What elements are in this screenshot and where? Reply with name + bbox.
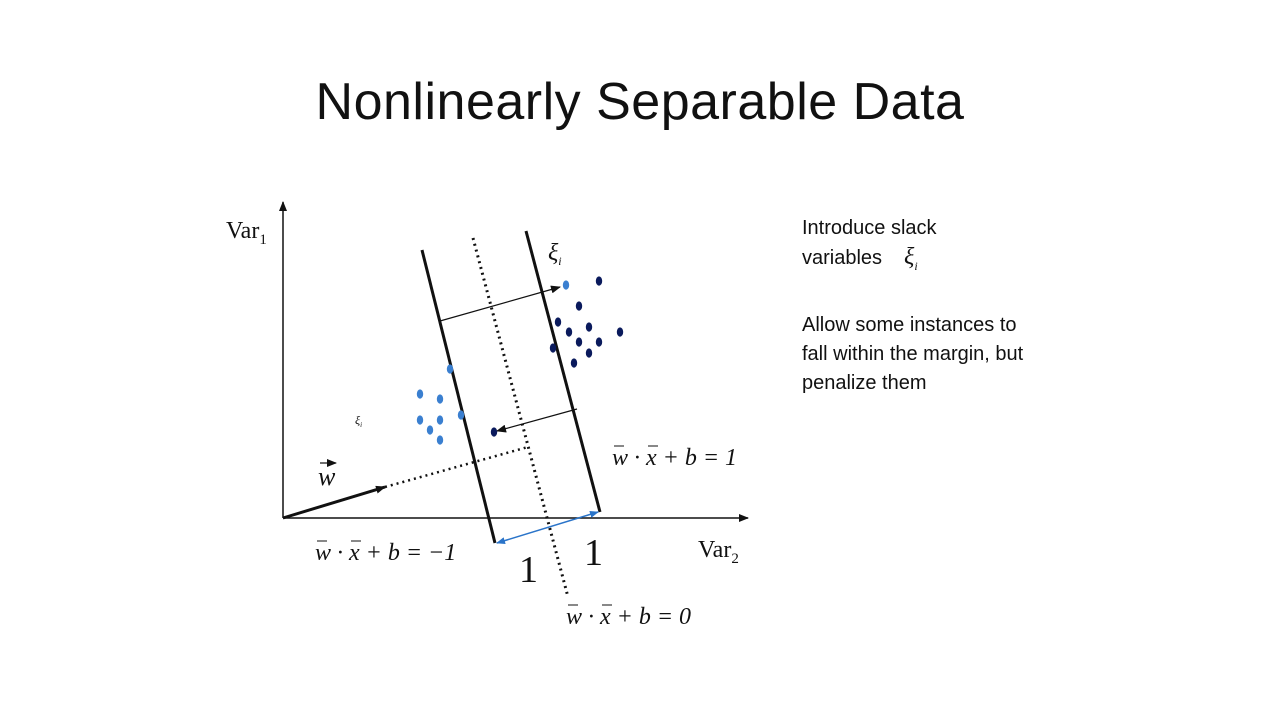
margin-label-right: 1 — [584, 532, 603, 574]
slide-title: Nonlinearly Separable Data — [315, 73, 965, 131]
data-point — [436, 435, 444, 445]
notes-panel: Introduce slack variables ξi Allow some i… — [802, 214, 1042, 398]
data-point — [436, 394, 444, 404]
slack-arrow-upper — [439, 285, 561, 322]
slack-arrow-lower — [496, 408, 578, 433]
slack-line-1: Introduce slack — [802, 217, 937, 239]
data-point — [416, 389, 424, 399]
margin-line-positive — [524, 230, 602, 513]
data-point — [585, 348, 593, 358]
margin-line-negative — [420, 249, 497, 544]
slack-symbol: ξi — [904, 244, 918, 273]
light-points — [416, 280, 570, 445]
margin-width-arrow — [496, 511, 599, 544]
data-point — [490, 427, 498, 437]
data-point — [570, 358, 578, 368]
xi-label-upper: ξi — [548, 240, 562, 268]
dark-points — [490, 276, 624, 437]
data-point — [595, 276, 603, 286]
data-point — [426, 425, 434, 435]
w-vector-label: w — [318, 462, 336, 491]
equation-minus-one: w · x + b = −1 — [315, 540, 456, 566]
slack-line-2: variables — [802, 247, 883, 269]
data-point — [554, 317, 562, 327]
xi-label-lower: ξi — [355, 413, 362, 429]
data-point — [595, 337, 603, 347]
data-point — [457, 410, 465, 420]
w-vector-arrow — [282, 485, 386, 520]
equation-zero: w · x + b = 0 — [566, 604, 691, 630]
data-point — [616, 327, 624, 337]
data-point — [446, 364, 454, 374]
decision-boundary — [471, 237, 570, 598]
margin-label-left: 1 — [519, 549, 538, 591]
data-point — [585, 322, 593, 332]
data-point — [565, 327, 573, 337]
x-axis-label: Var2 — [698, 537, 739, 567]
data-point — [575, 301, 583, 311]
data-point — [416, 415, 424, 425]
data-point — [562, 280, 570, 290]
equation-plus-one: w · x + b = 1 — [612, 445, 737, 471]
slack-note: Introduce slack variables ξi — [802, 214, 1042, 281]
y-axis-label: Var1 — [226, 218, 267, 248]
penalty-note: Allow some instances to fall within the … — [802, 313, 1024, 394]
data-point — [436, 415, 444, 425]
w-vector-extension — [384, 445, 529, 489]
data-point — [575, 337, 583, 347]
data-point — [549, 343, 557, 353]
